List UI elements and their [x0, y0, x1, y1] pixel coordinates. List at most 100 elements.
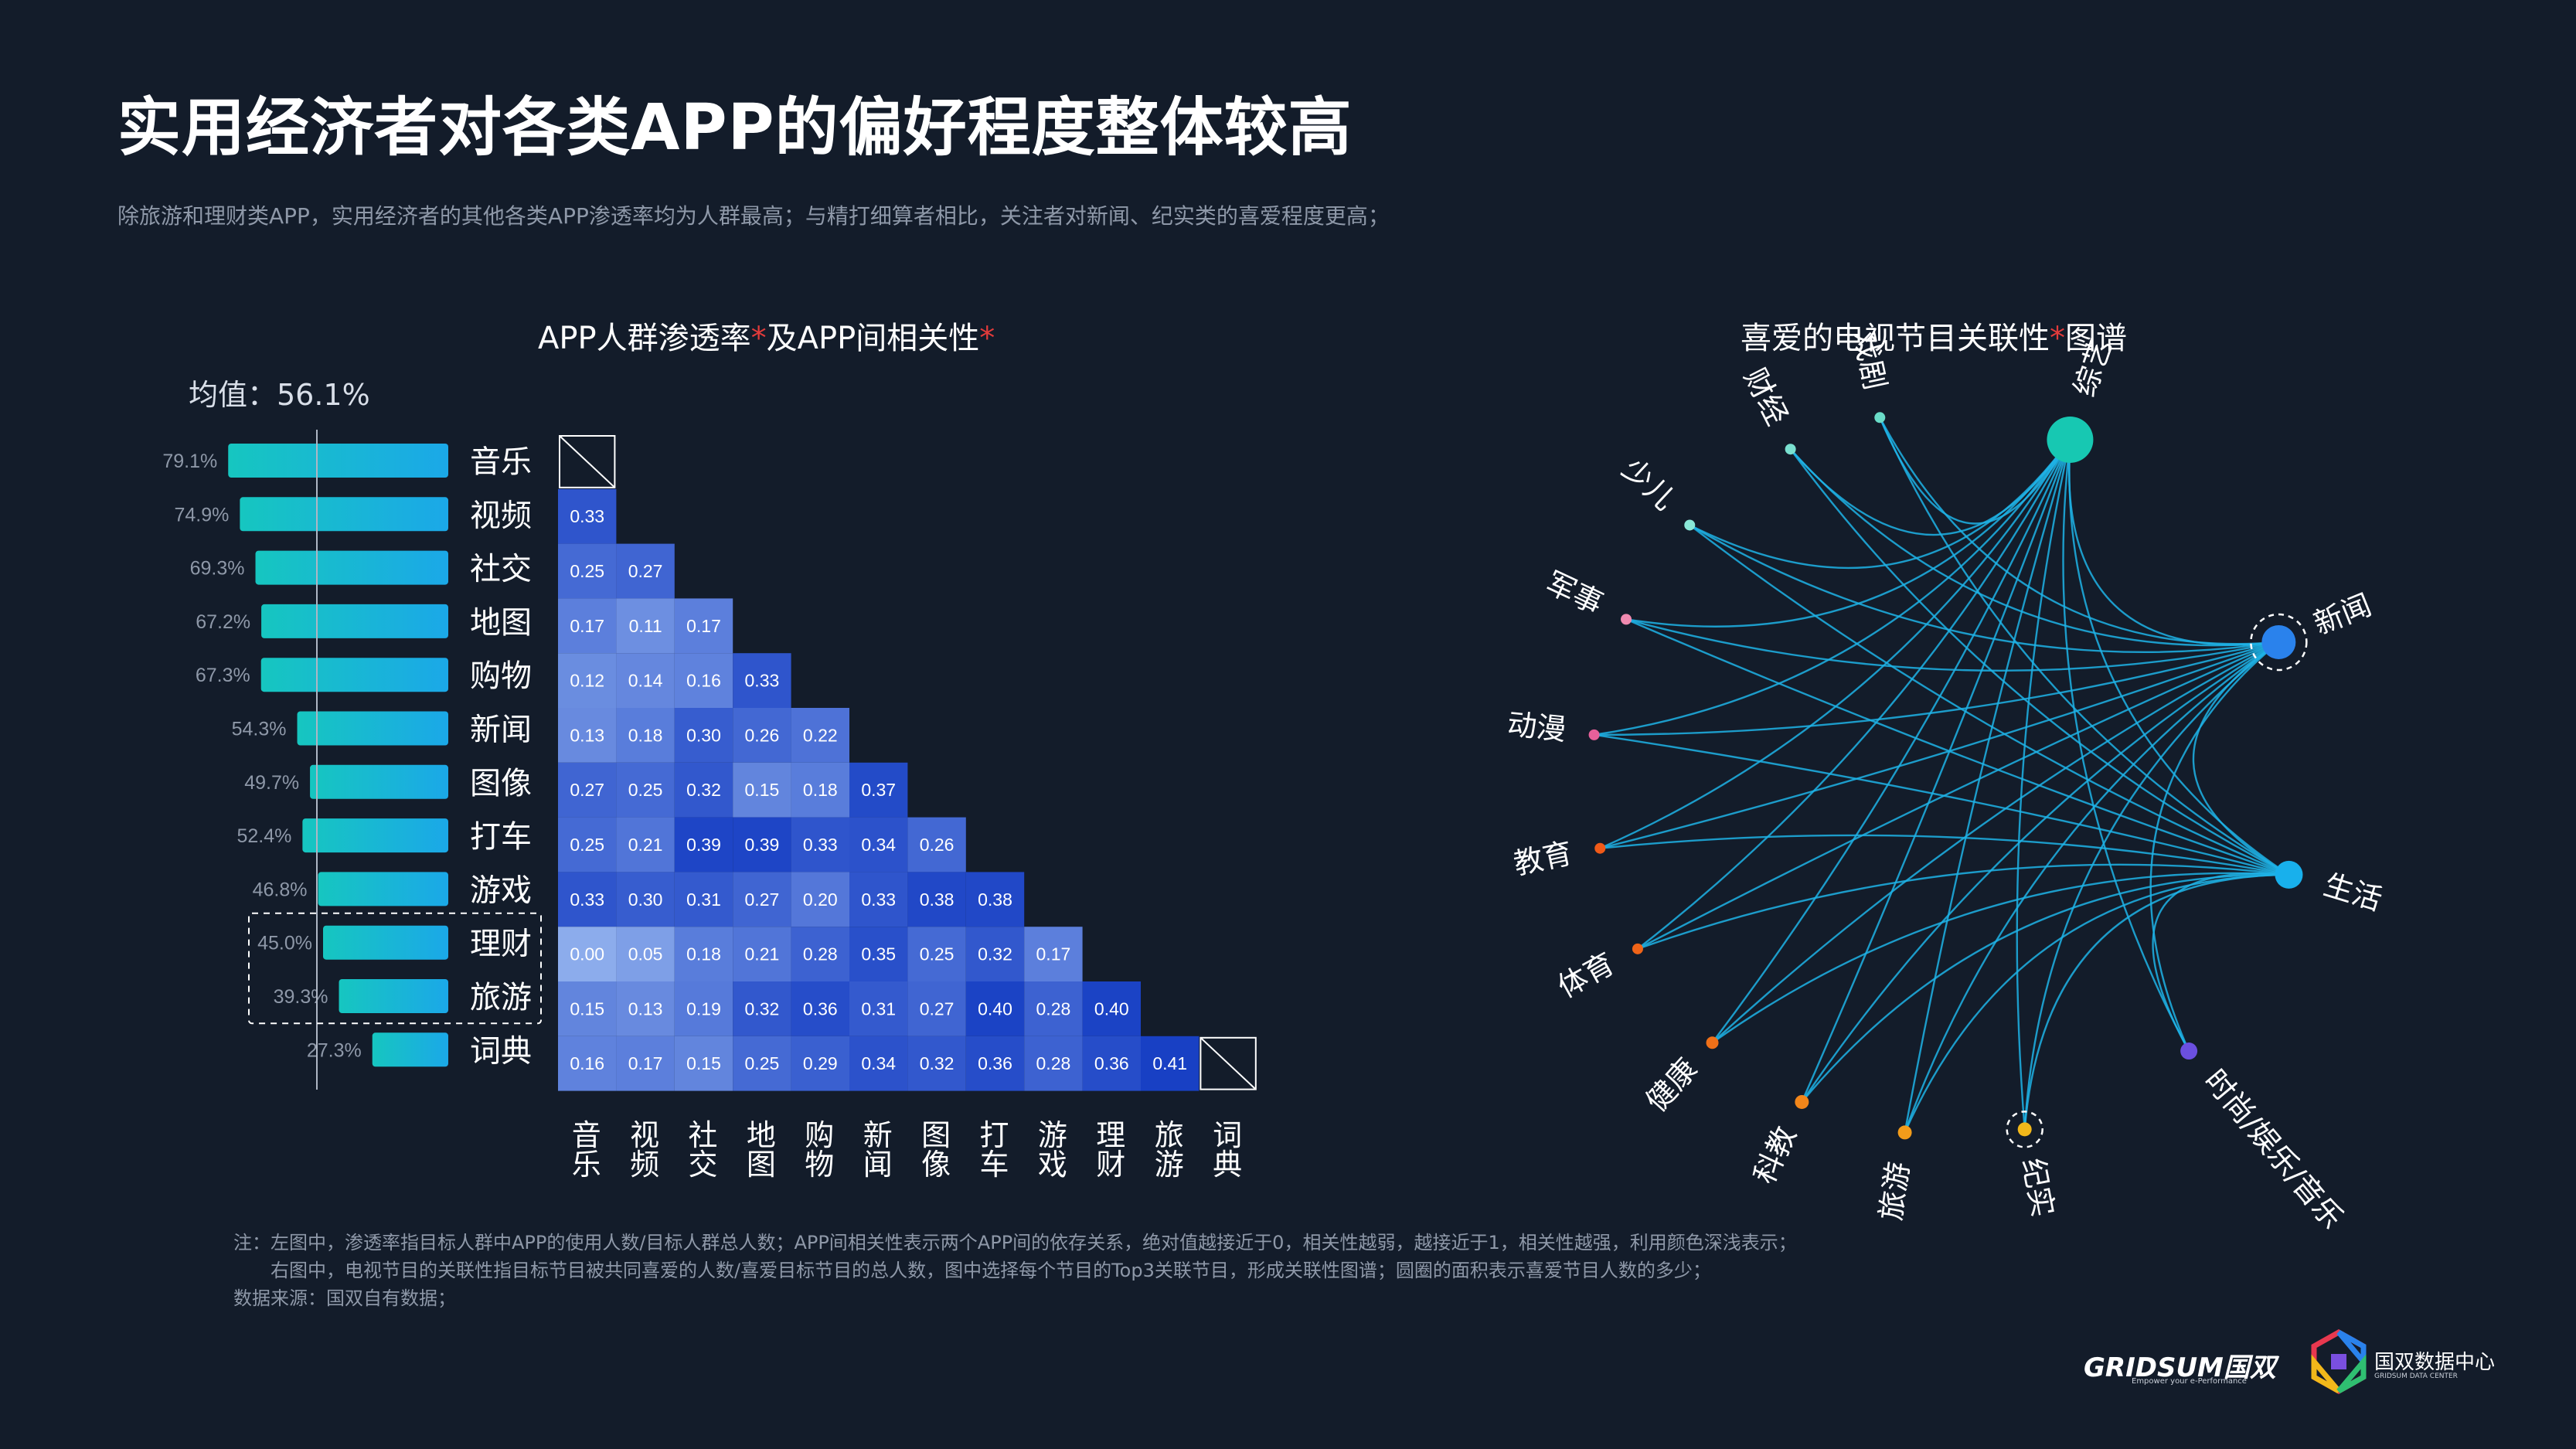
- heatmap-value-label: 0.16: [570, 1053, 604, 1073]
- penetration-bar: [297, 711, 448, 746]
- network-edge: [2192, 641, 2290, 876]
- node-highlight-ring: [2250, 613, 2308, 672]
- heatmap-cell: [674, 708, 733, 763]
- right-chart-title-text: 喜爱的电视节目关联性: [1741, 321, 2050, 356]
- heatmap-value-label: 0.35: [861, 944, 896, 964]
- heatmap-value-label: 0.33: [745, 671, 780, 691]
- heatmap-cell: [849, 817, 908, 872]
- heatmap-column-label: 旅: [1155, 1118, 1184, 1152]
- heatmap-value-label: 0.17: [570, 616, 604, 636]
- heatmap-cell: [558, 708, 617, 763]
- network-edge: [2149, 641, 2280, 1052]
- network-edge: [1625, 618, 2279, 672]
- heatmap-column-label: 理: [1096, 1118, 1125, 1152]
- network-edge: [1625, 439, 2071, 628]
- network-edge: [1879, 417, 2290, 876]
- heatmap-value-label: 0.15: [745, 780, 780, 800]
- heatmap-value-label: 0.18: [628, 725, 663, 745]
- heatmap-cell: [733, 762, 791, 818]
- heatmap-column-label: 新: [863, 1118, 893, 1152]
- right-chart-title-end: 图谱: [2065, 321, 2127, 356]
- diagonal-slash: [1200, 1037, 1257, 1090]
- heatmap-value-label: 0.26: [745, 725, 780, 745]
- heatmap-cell: [616, 872, 675, 927]
- heatmap-cell: [733, 872, 791, 927]
- heatmap-cell: [674, 762, 733, 818]
- heatmap-value-label: 0.38: [920, 889, 955, 910]
- page-subtitle: 除旅游和理财类APP，实用经济者的其他各类APP渗透率均为人群最高；与精打细算者…: [117, 203, 1390, 229]
- heatmap-cell: [849, 762, 908, 818]
- network-node-label: 纪实: [2016, 1155, 2060, 1219]
- heatmap-value-label: 0.27: [745, 889, 780, 910]
- penetration-bar: [310, 764, 448, 799]
- heatmap-cell: [616, 981, 675, 1036]
- heatmap-value-label: 0.28: [1036, 1053, 1071, 1073]
- heatmap-cell: [558, 817, 617, 872]
- footnote-line: 右图中，电视节目的关联性指目标节目被共同喜爱的人数/喜爱目标节目的总人数，图中选…: [233, 1260, 1711, 1281]
- heatmap-cell: [791, 1036, 849, 1091]
- heatmap-cell: [558, 872, 617, 927]
- heatmap-value-label: 0.25: [628, 780, 663, 800]
- bar-value-label: 27.3%: [307, 1039, 362, 1061]
- heatmap-cell: [1024, 981, 1083, 1036]
- bar-category-label: 词典: [470, 1033, 532, 1069]
- bar-value-label: 45.0%: [257, 933, 312, 954]
- network-edge: [1689, 524, 2289, 876]
- heatmap-cell: [558, 1036, 617, 1091]
- heatmap-value-label: 0.36: [1094, 1053, 1129, 1073]
- heatmap-cell: [674, 872, 733, 927]
- penetration-bar: [228, 444, 448, 478]
- heatmap-value-label: 0.17: [628, 1053, 663, 1073]
- heatmap-cell: [733, 708, 791, 763]
- penetration-bar: [372, 1032, 448, 1067]
- heatmap-value-label: 0.11: [629, 616, 662, 636]
- network-node: [2180, 1043, 2198, 1060]
- heatmap-cell: [733, 1036, 791, 1091]
- network-node: [1795, 1094, 1809, 1109]
- heatmap-column-label: 频: [630, 1148, 659, 1182]
- heatmap-cell: [674, 817, 733, 872]
- bar-value-label: 79.1%: [162, 451, 217, 472]
- left-chart-title: APP人群渗透率*及APP间相关性*: [538, 313, 995, 358]
- footnote-line: 注：左图中，渗透率指目标人群中APP的使用人数/目标人群总人数；APP间相关性表…: [233, 1232, 1797, 1253]
- heatmap-column-label: 物: [805, 1148, 834, 1182]
- heatmap-value-label: 0.21: [628, 835, 663, 855]
- heatmap-cell: [791, 708, 849, 763]
- bar-category-label: 游戏: [470, 872, 532, 908]
- heatmap-value-label: 0.37: [861, 780, 896, 800]
- network-edge: [1599, 439, 2071, 849]
- data-center-logo-tagline: GRIDSUM DATA CENTER: [2374, 1372, 2458, 1380]
- heatmap-cell: [849, 872, 908, 927]
- network-edge: [1801, 873, 2289, 1103]
- heatmap-cell: [1082, 981, 1141, 1036]
- heatmap-value-label: 0.13: [628, 998, 663, 1019]
- heatmap-value-label: 0.22: [803, 725, 838, 745]
- heatmap-value-label: 0.32: [978, 944, 1012, 964]
- bar-category-label: 新闻: [470, 713, 532, 748]
- network-edge: [2067, 439, 2279, 646]
- heatmap-value-label: 0.30: [628, 889, 663, 910]
- network-node-label: 体育: [1552, 946, 1620, 1004]
- bar-category-label: 视频: [470, 498, 532, 533]
- heatmap-value-label: 0.14: [628, 671, 663, 691]
- heatmap-cell: [849, 1036, 908, 1091]
- heatmap-cell: [733, 653, 791, 708]
- heatmap-cell: [558, 653, 617, 708]
- network-edge: [1711, 641, 2279, 1044]
- heatmap-column-label: 财: [1096, 1148, 1125, 1182]
- heatmap-cell: [1024, 927, 1083, 981]
- heatmap-value-label: 0.39: [745, 835, 780, 855]
- bar-value-label: 46.8%: [253, 879, 308, 900]
- heatmap-value-label: 0.13: [570, 725, 604, 745]
- gridsum-logo: GRIDSUM国双: [2084, 1352, 2276, 1383]
- bar-category-label: 社交: [470, 552, 532, 587]
- network-node: [1706, 1036, 1719, 1049]
- network-edge: [1879, 417, 2071, 525]
- penetration-bar: [240, 497, 448, 532]
- heatmap-value-label: 0.31: [686, 889, 721, 910]
- network-edge: [1801, 641, 2279, 1103]
- heatmap-cell: [733, 817, 791, 872]
- bar-value-label: 39.3%: [274, 986, 328, 1008]
- heatmap-value-label: 0.34: [861, 1053, 896, 1073]
- heatmap-value-label: 0.26: [920, 835, 955, 855]
